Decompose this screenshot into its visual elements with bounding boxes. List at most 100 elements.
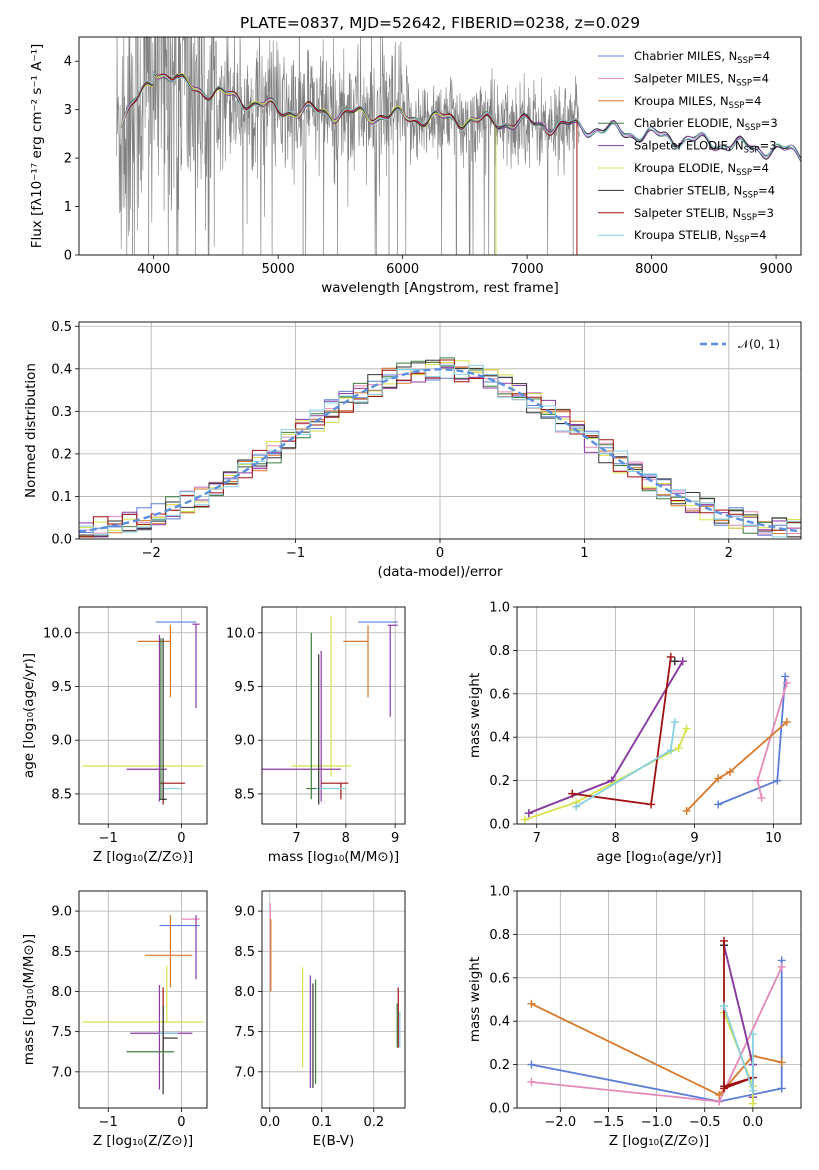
series-line bbox=[572, 656, 672, 806]
series-marker bbox=[682, 806, 691, 815]
plot-area bbox=[79, 357, 801, 538]
series-line bbox=[685, 721, 788, 812]
legend-label: Chabrier MILES, N bbox=[634, 49, 737, 63]
series-8 bbox=[719, 1002, 757, 1095]
series-marker bbox=[748, 1099, 757, 1108]
series-marker bbox=[719, 936, 728, 945]
series-marker bbox=[777, 1084, 786, 1093]
y-tick-label: 2 bbox=[64, 152, 72, 167]
x-tick-label: 0.2 bbox=[363, 1115, 384, 1130]
axes-frame bbox=[78, 36, 802, 256]
legend-sub: SSP bbox=[729, 101, 745, 111]
y-tick-label: 3 bbox=[64, 103, 72, 118]
error-point-5 bbox=[321, 782, 349, 800]
x-tick-label: 10 bbox=[765, 831, 782, 846]
panel-weight_vs_age: 7 8 9 10 0.0 0.2 0.4 0.6 0.8 1.0 age [log₁₀(age/yr… bbox=[467, 601, 802, 865]
legend-entry-4: Salpeter ELODIE, NSSP=3 bbox=[634, 139, 777, 156]
y-tick-label: 8.5 bbox=[51, 945, 72, 960]
series-marker bbox=[715, 1090, 724, 1099]
error-point-4 bbox=[262, 651, 341, 802]
legend-entry-3: Chabrier ELODIE, NSSP=3 bbox=[634, 116, 778, 133]
plot-area bbox=[269, 903, 401, 1088]
y-tick-label: 0 bbox=[64, 249, 72, 264]
panel-mass_vs_ebv: 0.0 0.1 0.2 7.0 7.5 8.0 8.5 9.0 E(B-V) bbox=[234, 890, 406, 1149]
x-tick-label: 4000 bbox=[137, 262, 170, 277]
legend-label: Salpeter ELODIE, N bbox=[634, 139, 744, 153]
gaussian-line bbox=[79, 368, 801, 533]
series-marker bbox=[719, 1002, 728, 1011]
y-tick-label: 0.0 bbox=[489, 1102, 510, 1117]
y-tick-label: 7.0 bbox=[234, 1065, 255, 1080]
y-tick-label: 8.0 bbox=[51, 985, 72, 1000]
error-point-2 bbox=[343, 625, 369, 698]
error-point-8 bbox=[162, 1005, 178, 1095]
legend-entry-6: Chabrier STELIB, NSSP=4 bbox=[634, 183, 775, 200]
panel-weight_vs_z: −2.0 −1.5 −1.0 −0.5 0.0 0.0 0.2 0.4 0.6 0.8 1.0 Z [… bbox=[467, 885, 802, 1149]
series-marker bbox=[647, 800, 656, 809]
legend-tail: =4 bbox=[752, 161, 769, 175]
x-axis-label: Z [log₁₀(Z/Z⊙)] bbox=[93, 849, 193, 865]
y-tick-label: 4 bbox=[64, 55, 72, 70]
error-point-4 bbox=[82, 965, 204, 1023]
x-axis-label: wavelength [Angstrom, rest frame] bbox=[321, 280, 559, 296]
legend-sub: SSP bbox=[745, 123, 761, 133]
error-point-1 bbox=[387, 624, 398, 717]
legend-sub: SSP bbox=[744, 146, 760, 156]
x-tick-label: 2 bbox=[725, 546, 733, 561]
legend-label: Chabrier STELIB, N bbox=[634, 183, 742, 197]
y-tick-label: 9.5 bbox=[51, 680, 72, 695]
y-tick-label: 9.0 bbox=[51, 905, 72, 920]
axes-frame bbox=[78, 321, 802, 540]
legend-tail: =3 bbox=[757, 206, 774, 220]
legend-entry-1: Salpeter MILES, NSSP=4 bbox=[634, 71, 769, 88]
legend-sub: SSP bbox=[736, 168, 752, 178]
y-tick-label: 8.5 bbox=[51, 787, 72, 802]
x-tick-label: −1 bbox=[286, 546, 305, 561]
y-tick-label: 9.0 bbox=[51, 734, 72, 749]
error-point-7 bbox=[306, 632, 317, 800]
legend-tail: =4 bbox=[744, 94, 761, 108]
legend-tail: =4 bbox=[753, 49, 770, 63]
series-line bbox=[531, 1002, 782, 1097]
x-tick-label: 8000 bbox=[635, 262, 668, 277]
y-tick-label: 7.5 bbox=[51, 1025, 72, 1040]
series-7 bbox=[719, 936, 757, 1093]
legend-tail: =4 bbox=[752, 71, 769, 85]
data-spectrum-line bbox=[116, 37, 580, 255]
y-axis-label: mass weight bbox=[467, 673, 483, 758]
series-marker bbox=[757, 793, 766, 802]
series-5 bbox=[520, 724, 691, 824]
series-marker bbox=[666, 652, 675, 661]
y-tick-label: 0.2 bbox=[51, 447, 72, 462]
y-tick-label: 0.8 bbox=[489, 644, 510, 659]
series-marker bbox=[670, 657, 679, 666]
series-marker bbox=[773, 776, 782, 785]
series-marker bbox=[782, 678, 791, 687]
series-marker bbox=[782, 718, 791, 727]
series-marker bbox=[777, 962, 786, 971]
series-marker bbox=[572, 802, 581, 811]
series-line bbox=[531, 960, 783, 1103]
y-tick-label: 8.5 bbox=[234, 787, 255, 802]
series-marker bbox=[719, 1082, 728, 1091]
legend-sub: SSP bbox=[741, 213, 757, 223]
series-line bbox=[717, 676, 787, 806]
y-tick-label: 0.4 bbox=[489, 1015, 510, 1030]
series-marker bbox=[726, 767, 734, 776]
series-marker bbox=[670, 718, 679, 727]
legend-tail: =4 bbox=[749, 228, 766, 242]
series-marker bbox=[568, 789, 577, 798]
series-marker bbox=[520, 815, 529, 824]
y-tick-label: 0.2 bbox=[489, 1058, 510, 1073]
panel-residuals: −2 −1 0 1 2 0.0 0.1 0.2 0.3 0.4 0.5 (data-model)/er… bbox=[23, 320, 802, 580]
legend-tail: =4 bbox=[758, 183, 775, 197]
legend-label: Kroupa ELODIE, N bbox=[634, 161, 736, 175]
y-tick-label: 0.4 bbox=[489, 731, 510, 746]
x-axis-label: Z [log₁₀(Z/Z⊙)] bbox=[609, 1133, 709, 1149]
y-tick-label: 0.6 bbox=[489, 687, 510, 702]
series-marker bbox=[682, 724, 691, 733]
series-1 bbox=[527, 962, 786, 1106]
x-tick-label: −1.5 bbox=[593, 1115, 625, 1130]
x-tick-label: 8 bbox=[342, 831, 350, 846]
x-tick-label: 0.0 bbox=[259, 1115, 280, 1130]
